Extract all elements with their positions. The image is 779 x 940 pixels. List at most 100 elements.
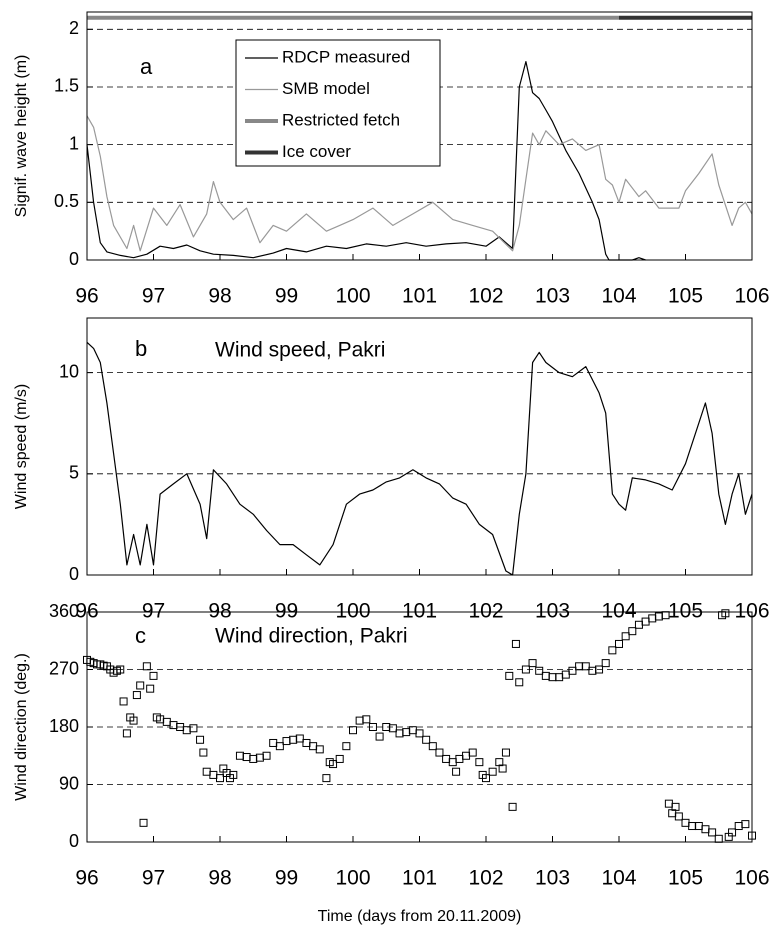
x-tick-label: 101 bbox=[402, 600, 437, 623]
x-tick-label: 103 bbox=[535, 600, 570, 623]
scatter-point bbox=[322, 774, 331, 783]
scatter-point bbox=[289, 735, 298, 744]
scatter-point bbox=[255, 753, 264, 762]
scatter-point bbox=[654, 612, 663, 621]
y-tick-label: 5 bbox=[69, 463, 79, 483]
y-tick-label: 10 bbox=[59, 361, 79, 381]
scatter-point bbox=[362, 715, 371, 724]
x-tick-label: 101 bbox=[402, 285, 437, 308]
x-tick-label: 99 bbox=[275, 285, 298, 308]
legend: RDCP measured SMB model Restricted fetch Ic… bbox=[235, 39, 441, 167]
scatter-point bbox=[621, 632, 630, 641]
scatter-point bbox=[355, 716, 364, 725]
scatter-point bbox=[349, 726, 357, 735]
y-tick-label: 1.5 bbox=[54, 76, 79, 96]
x-tick-label: 104 bbox=[601, 285, 636, 308]
scatter-point bbox=[335, 754, 344, 763]
scatter-point bbox=[315, 745, 324, 754]
scatter-point bbox=[249, 754, 258, 763]
scatter-point bbox=[581, 662, 590, 671]
scatter-point bbox=[242, 753, 251, 762]
scatter-point bbox=[282, 737, 291, 746]
y-tick-label: 270 bbox=[49, 658, 79, 678]
scatter-point bbox=[189, 724, 198, 733]
scatter-point bbox=[142, 662, 151, 671]
scatter-point bbox=[162, 717, 171, 726]
scatter-point bbox=[508, 802, 517, 811]
y-tick-label: 360 bbox=[49, 601, 79, 621]
scatter-point bbox=[182, 726, 191, 735]
x-tick-label: 100 bbox=[335, 285, 370, 308]
x-tick-label: 100 bbox=[335, 600, 370, 623]
x-tick-label: 104 bbox=[601, 600, 636, 623]
x-tick-label: 100 bbox=[335, 867, 370, 890]
line-series bbox=[86, 115, 753, 252]
plot-frame bbox=[86, 11, 753, 261]
scatter-point bbox=[129, 716, 138, 725]
scatter-point bbox=[119, 697, 128, 706]
y-axis-label: Wind speed (m/s) bbox=[13, 384, 30, 509]
x-tick-label: 97 bbox=[142, 285, 165, 308]
line-series bbox=[86, 61, 646, 261]
scatter-point bbox=[615, 639, 623, 648]
scatter-point bbox=[388, 724, 397, 733]
y-tick-label: 0 bbox=[69, 564, 79, 584]
annotation: a bbox=[140, 54, 153, 79]
x-tick-label: 97 bbox=[142, 600, 165, 623]
scatter-point bbox=[402, 728, 411, 737]
scatter-point bbox=[275, 742, 284, 751]
legend-label: Ice cover bbox=[282, 142, 351, 161]
scatter-point bbox=[671, 802, 680, 811]
scatter-point bbox=[269, 738, 278, 747]
scatter-point bbox=[395, 729, 404, 738]
scatter-point bbox=[149, 671, 158, 680]
x-tick-label: 106 bbox=[734, 867, 769, 890]
x-tick-label: 98 bbox=[208, 867, 231, 890]
scatter-point bbox=[136, 681, 145, 690]
scatter-point bbox=[694, 822, 703, 831]
scatter-point bbox=[368, 723, 377, 731]
x-tick-label: 96 bbox=[75, 285, 98, 308]
x-tick-label: 98 bbox=[208, 285, 231, 308]
x-tick-label: 97 bbox=[142, 867, 165, 890]
x-tick-label: 96 bbox=[75, 867, 98, 890]
x-tick-label: 106 bbox=[734, 285, 769, 308]
scatter-point bbox=[561, 670, 570, 679]
x-tick-label: 103 bbox=[535, 867, 570, 890]
scatter-point bbox=[448, 758, 457, 767]
scatter-point bbox=[468, 748, 477, 757]
scatter-point bbox=[452, 767, 461, 776]
scatter-point bbox=[342, 742, 351, 751]
x-tick-label: 102 bbox=[468, 867, 503, 890]
scatter-point bbox=[375, 732, 384, 741]
x-tick-label: 99 bbox=[275, 600, 298, 623]
scatter-point bbox=[199, 748, 208, 757]
scatter-point bbox=[488, 767, 497, 776]
scatter-point bbox=[505, 671, 514, 680]
scatter-point bbox=[568, 666, 577, 675]
scatter-point bbox=[648, 614, 657, 623]
x-tick-label: 99 bbox=[275, 867, 298, 890]
scatter-point bbox=[442, 754, 451, 763]
legend-box bbox=[235, 39, 441, 167]
scatter-point bbox=[435, 748, 444, 757]
scatter-point bbox=[641, 617, 650, 626]
y-tick-label: 2 bbox=[69, 18, 79, 38]
scatter-point bbox=[482, 774, 490, 783]
scatter-point bbox=[521, 665, 530, 674]
scatter-point bbox=[608, 646, 617, 655]
scatter-point bbox=[329, 760, 338, 769]
x-axis-label: Time (days from 20.11.2009) bbox=[318, 908, 522, 925]
scatter-point bbox=[209, 770, 218, 779]
scatter-point bbox=[309, 742, 318, 751]
scatter-point bbox=[674, 812, 683, 821]
scatter-point bbox=[498, 764, 507, 773]
scatter-point bbox=[601, 659, 610, 668]
scatter-point bbox=[595, 665, 604, 674]
scatter-point bbox=[515, 678, 524, 687]
x-tick-label: 105 bbox=[668, 600, 703, 623]
y-tick-label: 90 bbox=[59, 773, 79, 793]
scatter-point bbox=[501, 748, 510, 757]
scatter-point bbox=[229, 770, 238, 779]
